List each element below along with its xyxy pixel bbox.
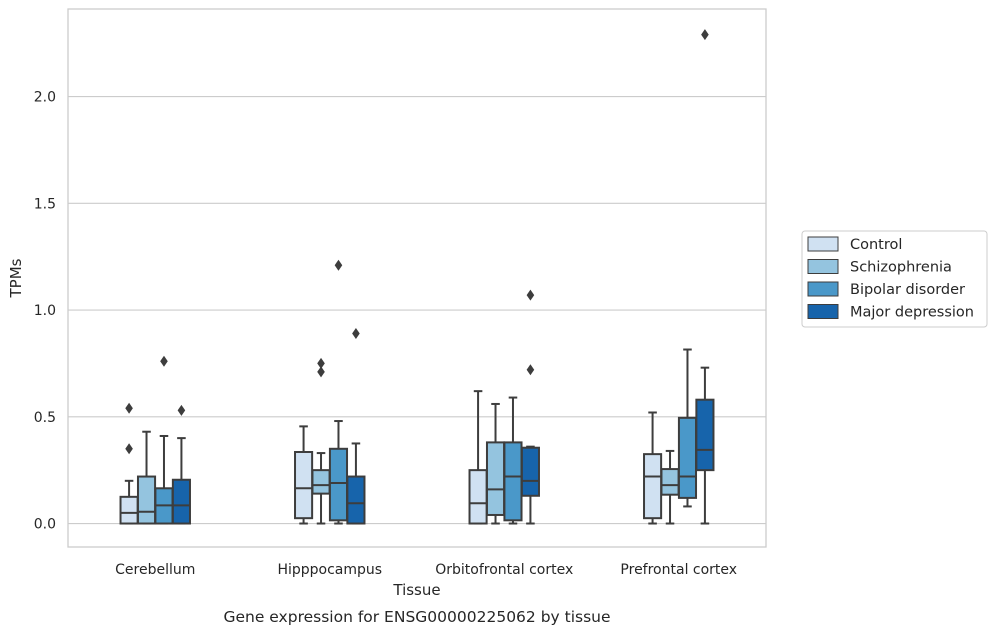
box-schizophrenia <box>660 449 680 525</box>
legend-label: Bipolar disorder <box>850 282 965 298</box>
x-tick-label: Cerebellum <box>115 562 195 578</box>
y-tick-label: 0.0 <box>34 517 56 533</box>
box-bipolar-disorder <box>154 355 174 525</box>
box-control <box>643 411 663 525</box>
box-body <box>294 450 314 520</box>
outlier-point <box>317 357 325 369</box>
legend-frame <box>801 230 988 328</box>
box-body <box>328 447 349 522</box>
legend-swatch <box>807 236 839 252</box>
outlier-point <box>334 259 343 271</box>
chart-caption: Gene expression for ENSG00000225062 by t… <box>223 608 610 626</box>
legend-label: Control <box>850 237 902 253</box>
outlier-point <box>125 443 133 455</box>
outlier-point <box>160 355 168 367</box>
outlier-point <box>177 404 186 416</box>
box-bipolar-disorder <box>677 348 698 508</box>
box-body <box>468 469 488 525</box>
legend-swatch <box>807 259 839 274</box>
outlier-point <box>317 366 325 378</box>
box-groups <box>119 29 715 525</box>
box-body <box>643 453 663 520</box>
box-schizophrenia <box>136 430 157 525</box>
outlier-point <box>352 328 360 340</box>
box-major-depression <box>346 328 366 525</box>
y-axis-title: TPMs <box>7 258 25 298</box>
box-body <box>660 468 680 496</box>
box-body <box>485 441 506 516</box>
box-body <box>311 469 331 495</box>
box-bipolar-disorder <box>328 259 349 525</box>
box-body <box>136 475 157 525</box>
box-body <box>520 446 540 497</box>
y-tick-label: 1.0 <box>34 303 56 319</box>
box-body <box>695 398 715 472</box>
box-schizophrenia <box>485 402 506 525</box>
outlier-point <box>701 29 709 41</box>
box-body <box>119 495 139 525</box>
box-body <box>677 416 698 499</box>
box-control <box>294 425 314 525</box>
x-tick-label: Hipppocampus <box>277 562 382 578</box>
box-schizophrenia <box>311 357 331 525</box>
box-major-depression <box>695 29 715 525</box>
outlier-point <box>526 289 535 301</box>
y-tick-label: 2.0 <box>34 90 56 106</box>
outlier-point <box>125 402 133 414</box>
box-major-depression <box>171 404 191 525</box>
y-tick-label: 1.5 <box>34 196 56 212</box>
box-body <box>503 441 523 522</box>
x-tick-label: Prefrontal cortex <box>620 562 737 578</box>
y-tick-labels: 0.0 0.5 1.0 1.5 2.0 <box>34 90 56 533</box>
x-tick-label: Orbitofrontal cortex <box>435 562 573 578</box>
legend-label: Major depression <box>850 305 974 321</box>
box-body <box>171 478 191 525</box>
x-tick-labels: Cerebellum Hipppocampus Orbitofrontal cort… <box>115 562 737 578</box>
plot-frame <box>67 8 767 548</box>
legend-label: Schizophrenia <box>850 260 952 276</box>
legend: Control Schizophrenia Bipolar disorder Majo… <box>801 230 988 328</box>
x-axis-title: Tissue <box>392 581 440 599</box>
legend-swatch <box>807 281 839 297</box>
outlier-point <box>526 364 535 376</box>
box-major-depression <box>520 289 540 525</box>
y-tick-label: 0.5 <box>34 410 56 426</box>
box-body <box>346 475 366 525</box>
box-control <box>119 402 139 525</box>
legend-swatch <box>807 304 839 319</box>
box-control <box>468 390 488 525</box>
legend-items: Control Schizophrenia Bipolar disorder Majo… <box>807 236 974 321</box>
